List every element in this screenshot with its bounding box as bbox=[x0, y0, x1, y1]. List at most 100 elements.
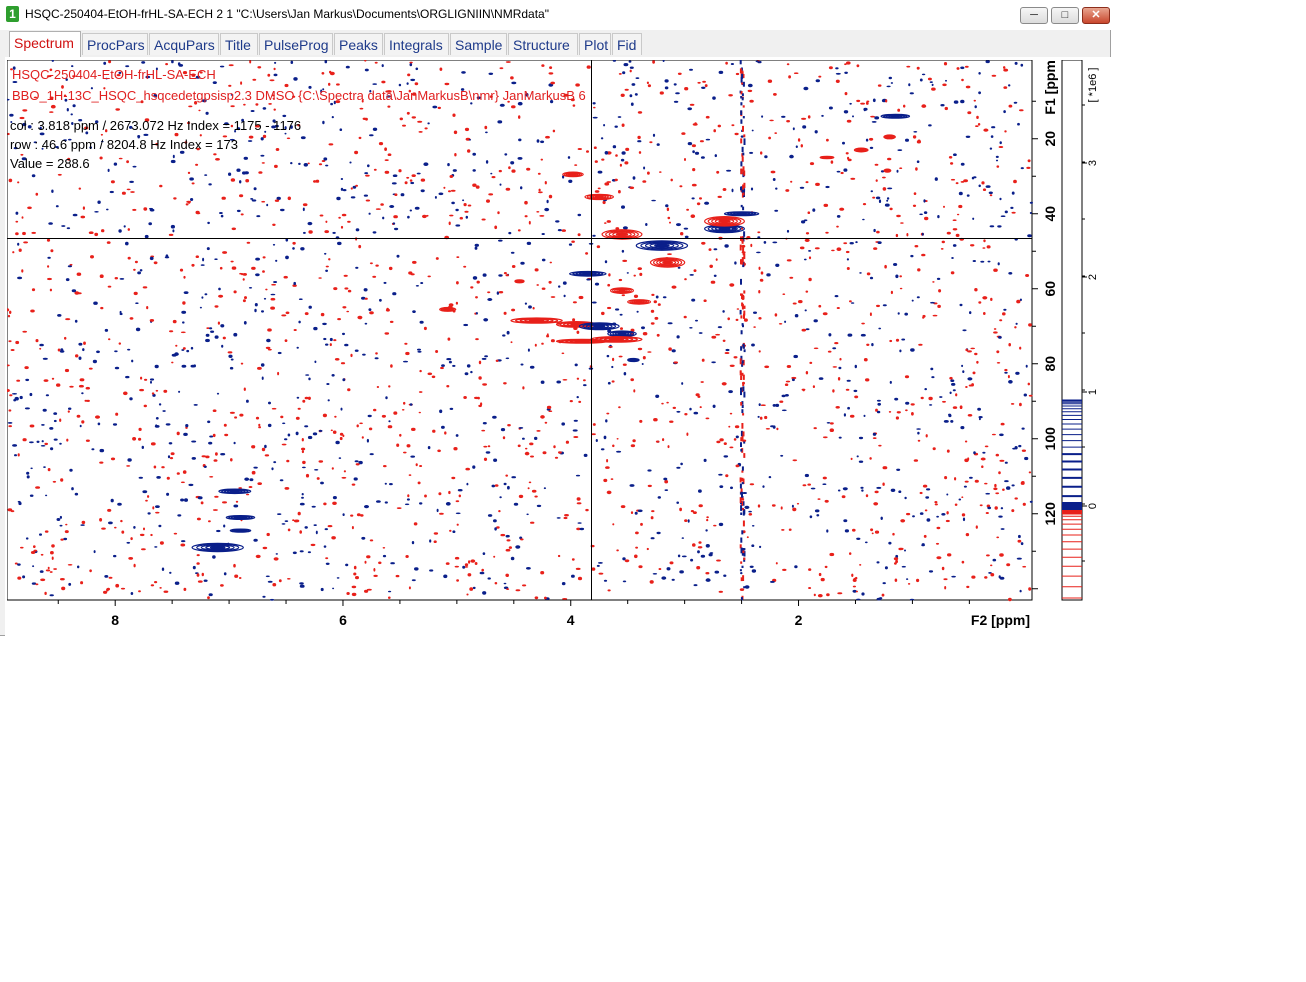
noise-speck bbox=[969, 311, 972, 315]
noise-speck bbox=[534, 343, 537, 347]
noise-speck bbox=[395, 574, 400, 578]
noise-ridge-mark bbox=[742, 386, 745, 392]
noise-speck bbox=[250, 198, 254, 200]
noise-speck bbox=[622, 71, 626, 75]
noise-speck bbox=[212, 409, 217, 413]
noise-ridge-mark bbox=[740, 597, 743, 601]
noise-speck bbox=[956, 67, 960, 70]
noise-speck bbox=[583, 453, 588, 457]
tab-acqupars[interactable]: AcquPars bbox=[149, 33, 219, 55]
peak-contour bbox=[593, 324, 606, 328]
noise-speck bbox=[455, 512, 461, 515]
noise-speck bbox=[450, 189, 456, 192]
noise-speck bbox=[965, 85, 971, 89]
noise-speck bbox=[1022, 502, 1026, 506]
noise-speck bbox=[420, 189, 425, 193]
noise-speck bbox=[344, 343, 349, 347]
noise-speck bbox=[713, 248, 718, 251]
noise-speck bbox=[465, 215, 468, 219]
tab-sample[interactable]: Sample bbox=[450, 33, 507, 55]
noise-speck bbox=[331, 116, 334, 119]
noise-speck bbox=[916, 296, 920, 299]
tab-structure[interactable]: Structure bbox=[508, 33, 578, 55]
tab-peaks[interactable]: Peaks bbox=[334, 33, 383, 55]
noise-speck bbox=[790, 180, 793, 183]
noise-ridge-mark bbox=[740, 577, 743, 582]
noise-speck bbox=[746, 536, 749, 539]
noise-speck bbox=[772, 178, 776, 181]
noise-speck bbox=[456, 579, 459, 582]
noise-speck bbox=[653, 418, 658, 422]
noise-speck bbox=[926, 518, 931, 522]
noise-speck bbox=[385, 90, 391, 93]
noise-speck bbox=[571, 574, 575, 578]
noise-speck bbox=[384, 159, 389, 161]
noise-speck bbox=[632, 439, 636, 443]
noise-speck bbox=[898, 547, 903, 551]
noise-speck bbox=[997, 262, 1000, 266]
noise-speck bbox=[1026, 166, 1031, 169]
noise-speck bbox=[650, 309, 655, 313]
noise-speck bbox=[463, 323, 469, 327]
noise-speck bbox=[12, 66, 16, 70]
noise-speck bbox=[921, 543, 925, 546]
noise-speck bbox=[292, 519, 295, 522]
noise-speck bbox=[1020, 542, 1024, 546]
tab-spectrum[interactable]: Spectrum bbox=[9, 31, 81, 57]
tab-fid[interactable]: Fid bbox=[612, 33, 642, 55]
noise-speck bbox=[14, 454, 17, 457]
noise-speck bbox=[573, 436, 579, 438]
noise-speck bbox=[373, 408, 377, 412]
noise-speck bbox=[376, 500, 381, 503]
cross-peak bbox=[562, 171, 584, 178]
noise-speck bbox=[904, 375, 910, 379]
noise-ridge-mark bbox=[740, 76, 743, 83]
tab-title[interactable]: Title bbox=[220, 33, 258, 55]
noise-speck bbox=[840, 171, 844, 175]
noise-speck bbox=[137, 271, 142, 275]
noise-speck bbox=[537, 172, 541, 175]
noise-speck bbox=[40, 445, 46, 447]
window-title: HSQC-250404-EtOH-frHL-SA-ECH 2 1 "C:\Use… bbox=[25, 7, 549, 21]
noise-speck bbox=[35, 339, 39, 343]
noise-speck bbox=[76, 414, 81, 418]
minimize-button[interactable]: ─ bbox=[1020, 7, 1048, 24]
noise-speck bbox=[193, 364, 196, 368]
noise-speck bbox=[829, 428, 834, 433]
noise-ridge-mark bbox=[739, 544, 742, 549]
noise-speck bbox=[308, 85, 312, 89]
noise-speck bbox=[49, 68, 53, 72]
noise-speck bbox=[325, 562, 330, 565]
noise-speck bbox=[884, 203, 890, 207]
noise-speck bbox=[171, 60, 174, 64]
noise-ridge-mark bbox=[741, 401, 744, 405]
tab-integrals[interactable]: Integrals bbox=[384, 33, 449, 55]
noise-speck bbox=[248, 287, 253, 289]
noise-speck bbox=[781, 409, 787, 412]
noise-speck bbox=[952, 389, 956, 392]
noise-speck bbox=[693, 411, 699, 415]
noise-speck bbox=[785, 380, 791, 383]
noise-speck bbox=[63, 94, 67, 97]
maximize-button[interactable]: □ bbox=[1051, 7, 1079, 24]
noise-speck bbox=[691, 183, 697, 187]
noise-speck bbox=[508, 231, 512, 235]
noise-speck bbox=[809, 361, 813, 364]
close-button[interactable]: ✕ bbox=[1082, 7, 1110, 24]
noise-speck bbox=[177, 514, 182, 517]
noise-speck bbox=[147, 495, 150, 498]
noise-speck bbox=[110, 498, 114, 503]
tab-pulseprog[interactable]: PulseProg bbox=[259, 33, 333, 55]
tab-plot[interactable]: Plot bbox=[579, 33, 611, 55]
tab-procpars[interactable]: ProcPars bbox=[82, 33, 148, 55]
noise-speck bbox=[518, 494, 524, 499]
noise-speck bbox=[255, 554, 261, 559]
noise-speck bbox=[813, 347, 819, 350]
noise-speck bbox=[150, 584, 155, 587]
noise-speck bbox=[325, 220, 328, 223]
noise-speck bbox=[208, 441, 213, 445]
noise-speck bbox=[7, 132, 10, 136]
title-bar[interactable]: 1 HSQC-250404-EtOH-frHL-SA-ECH 2 1 "C:\U… bbox=[0, 0, 1111, 30]
